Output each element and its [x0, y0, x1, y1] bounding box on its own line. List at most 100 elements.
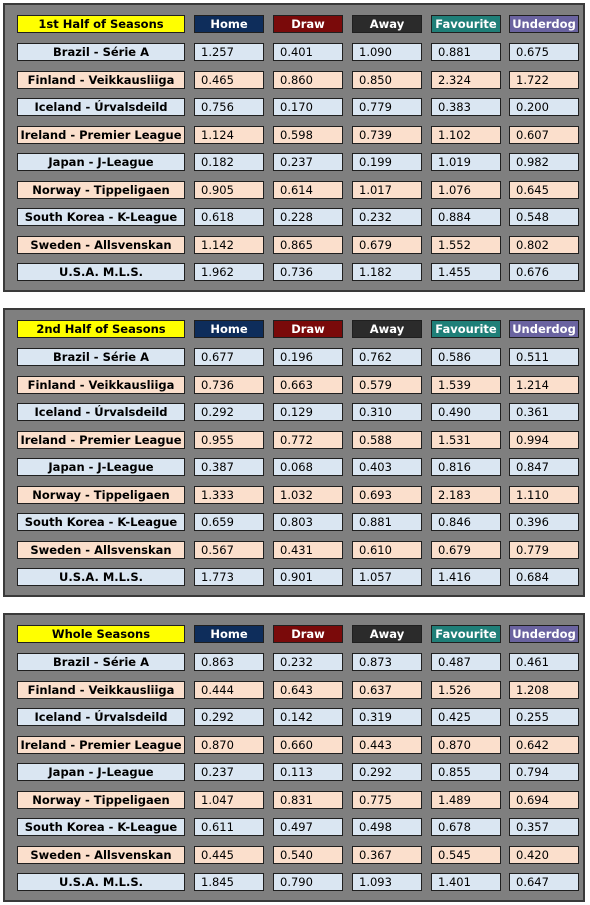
league-label: Sweden - Allsvenskan [17, 540, 185, 559]
league-label: Finland - Veikkausliiga [17, 680, 185, 699]
home-value: 0.611 [194, 818, 264, 836]
home-value: 1.962 [194, 263, 264, 281]
underdog-value: 0.200 [509, 98, 579, 116]
header-draw: Draw [273, 320, 343, 338]
league-label: Sweden - Allsvenskan [17, 845, 185, 864]
underdog-value: 0.357 [509, 818, 579, 836]
underdog-value: 0.847 [509, 458, 579, 476]
home-value: 0.870 [194, 735, 264, 754]
favourite-value: 0.870 [431, 735, 501, 754]
underdog-value: 1.110 [509, 485, 579, 504]
underdog-value: 0.511 [509, 348, 579, 366]
draw-value: 0.901 [273, 568, 343, 586]
underdog-value: 0.420 [509, 845, 579, 864]
underdog-value: 0.647 [509, 873, 579, 891]
away-value: 0.403 [352, 458, 422, 476]
draw-value: 0.831 [273, 790, 343, 809]
away-value: 0.232 [352, 208, 422, 226]
away-value: 1.093 [352, 873, 422, 891]
draw-value: 0.540 [273, 845, 343, 864]
away-value: 0.292 [352, 763, 422, 781]
home-value: 1.845 [194, 873, 264, 891]
favourite-value: 0.884 [431, 208, 501, 226]
league-label: Japan - J-League [17, 153, 185, 171]
favourite-value: 2.183 [431, 485, 501, 504]
home-value: 0.292 [194, 403, 264, 421]
away-value: 1.090 [352, 43, 422, 61]
draw-value: 0.736 [273, 263, 343, 281]
underdog-value: 0.645 [509, 180, 579, 199]
favourite-value: 1.416 [431, 568, 501, 586]
draw-value: 0.170 [273, 98, 343, 116]
home-value: 0.618 [194, 208, 264, 226]
home-value: 0.659 [194, 513, 264, 531]
away-value: 0.610 [352, 540, 422, 559]
favourite-value: 1.076 [431, 180, 501, 199]
draw-value: 0.614 [273, 180, 343, 199]
section-whole-seasons: Whole Seasons Home Draw Away Favourite U… [3, 613, 585, 902]
league-label: South Korea - K-League [17, 513, 185, 531]
home-value: 0.292 [194, 708, 264, 726]
underdog-value: 0.461 [509, 653, 579, 671]
home-value: 0.863 [194, 653, 264, 671]
away-value: 0.679 [352, 235, 422, 254]
draw-value: 0.228 [273, 208, 343, 226]
favourite-value: 0.881 [431, 43, 501, 61]
header-home: Home [194, 15, 264, 33]
underdog-value: 0.255 [509, 708, 579, 726]
underdog-value: 1.722 [509, 70, 579, 89]
underdog-value: 0.396 [509, 513, 579, 531]
favourite-value: 1.489 [431, 790, 501, 809]
away-value: 0.850 [352, 70, 422, 89]
draw-value: 0.860 [273, 70, 343, 89]
draw-value: 0.113 [273, 763, 343, 781]
home-value: 1.257 [194, 43, 264, 61]
header-draw: Draw [273, 15, 343, 33]
league-label: Norway - Tippeligaen [17, 790, 185, 809]
underdog-value: 0.675 [509, 43, 579, 61]
favourite-value: 1.531 [431, 430, 501, 449]
header-home: Home [194, 625, 264, 643]
section-1st-half: 1st Half of Seasons Home Draw Away Favou… [3, 3, 585, 292]
home-value: 0.736 [194, 375, 264, 394]
league-label: Brazil - Série A [17, 43, 185, 61]
home-value: 0.445 [194, 845, 264, 864]
draw-value: 0.865 [273, 235, 343, 254]
away-value: 0.319 [352, 708, 422, 726]
home-value: 1.124 [194, 125, 264, 144]
league-label: Finland - Veikkausliiga [17, 70, 185, 89]
draw-value: 0.497 [273, 818, 343, 836]
underdog-value: 0.642 [509, 735, 579, 754]
home-value: 0.567 [194, 540, 264, 559]
favourite-value: 1.019 [431, 153, 501, 171]
league-label: Brazil - Série A [17, 348, 185, 366]
league-label: Ireland - Premier League [17, 735, 185, 754]
league-label: Sweden - Allsvenskan [17, 235, 185, 254]
away-value: 0.588 [352, 430, 422, 449]
league-label: Japan - J-League [17, 458, 185, 476]
home-value: 0.237 [194, 763, 264, 781]
favourite-value: 0.678 [431, 818, 501, 836]
underdog-value: 0.994 [509, 430, 579, 449]
header-underdog: Underdog [509, 320, 579, 338]
league-label: Iceland - Úrvalsdeild [17, 98, 185, 116]
header-away: Away [352, 15, 422, 33]
away-value: 0.579 [352, 375, 422, 394]
favourite-value: 0.816 [431, 458, 501, 476]
section-2nd-half: 2nd Half of Seasons Home Draw Away Favou… [3, 308, 585, 597]
league-label: South Korea - K-League [17, 208, 185, 226]
home-value: 0.182 [194, 153, 264, 171]
header-away: Away [352, 320, 422, 338]
home-value: 0.955 [194, 430, 264, 449]
away-value: 0.367 [352, 845, 422, 864]
favourite-value: 0.846 [431, 513, 501, 531]
league-label: U.S.A. M.L.S. [17, 263, 185, 281]
league-label: Ireland - Premier League [17, 125, 185, 144]
header-underdog: Underdog [509, 15, 579, 33]
away-value: 0.779 [352, 98, 422, 116]
draw-value: 1.032 [273, 485, 343, 504]
favourite-value: 1.455 [431, 263, 501, 281]
favourite-value: 0.383 [431, 98, 501, 116]
header-draw: Draw [273, 625, 343, 643]
home-value: 0.677 [194, 348, 264, 366]
